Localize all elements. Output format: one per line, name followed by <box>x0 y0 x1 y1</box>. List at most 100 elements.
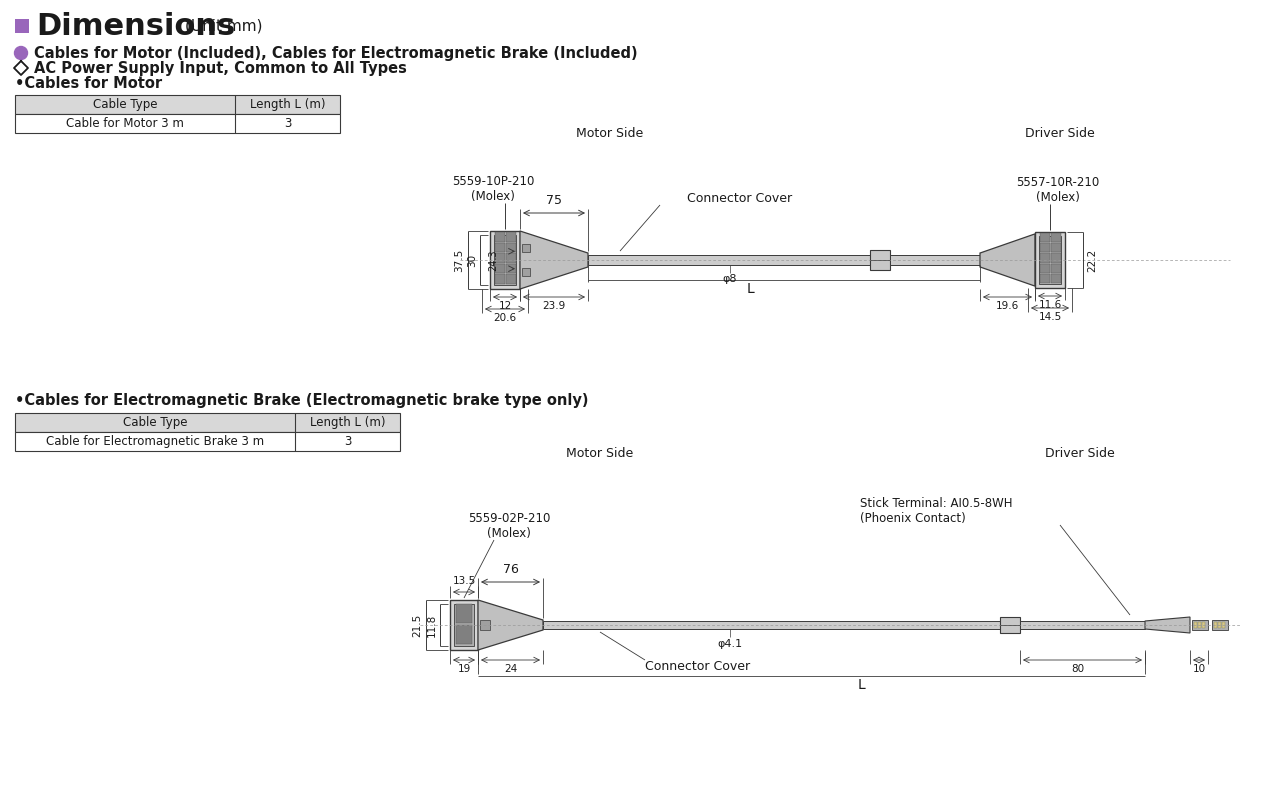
Bar <box>522 244 530 252</box>
Text: 5559-02P-210
(Molex): 5559-02P-210 (Molex) <box>467 512 550 540</box>
Bar <box>15 95 340 114</box>
Text: Cable Type: Cable Type <box>92 98 157 111</box>
Bar <box>1051 264 1061 273</box>
Text: 3: 3 <box>284 117 291 130</box>
Bar <box>1039 273 1050 283</box>
Text: φ4.1: φ4.1 <box>717 639 742 649</box>
Text: φ8: φ8 <box>723 274 737 284</box>
Bar <box>588 255 870 265</box>
Text: Connector Cover: Connector Cover <box>687 192 792 205</box>
Text: •Cables for Electromagnetic Brake (Electromagnetic brake type only): •Cables for Electromagnetic Brake (Elect… <box>15 393 589 408</box>
Text: 5557-10R-210
(Molex): 5557-10R-210 (Molex) <box>1016 176 1100 204</box>
Bar <box>1051 243 1061 252</box>
Bar <box>495 264 506 273</box>
Text: 24.3: 24.3 <box>488 250 498 271</box>
Text: Motor Side: Motor Side <box>576 127 644 140</box>
Text: 19: 19 <box>457 664 471 674</box>
Text: 76: 76 <box>503 563 518 576</box>
Text: 19.6: 19.6 <box>996 301 1019 311</box>
Bar <box>1051 254 1061 262</box>
Bar <box>506 253 516 263</box>
Text: Connector Cover: Connector Cover <box>645 660 750 673</box>
Polygon shape <box>1146 617 1190 633</box>
Text: 20.6: 20.6 <box>493 313 517 323</box>
Text: Length L (m): Length L (m) <box>250 98 325 111</box>
Circle shape <box>14 46 27 60</box>
Bar <box>870 250 890 270</box>
Text: 37.5: 37.5 <box>454 248 465 272</box>
Text: 24: 24 <box>504 664 517 674</box>
Text: 12: 12 <box>498 301 512 311</box>
Bar <box>15 413 399 432</box>
Bar <box>1222 622 1225 628</box>
Bar <box>1039 254 1050 262</box>
Text: 80: 80 <box>1071 664 1084 674</box>
Polygon shape <box>520 231 588 289</box>
Text: Cable for Motor 3 m: Cable for Motor 3 m <box>67 117 184 130</box>
Bar <box>506 232 516 242</box>
Bar <box>456 604 472 623</box>
Bar <box>451 600 477 650</box>
Bar <box>1202 622 1204 628</box>
Bar <box>1198 622 1201 628</box>
Bar <box>1219 622 1221 628</box>
Bar <box>15 114 340 133</box>
Text: L: L <box>858 678 865 692</box>
Text: Dimensions: Dimensions <box>36 11 236 41</box>
Bar <box>454 604 474 646</box>
Text: 23.9: 23.9 <box>543 301 566 311</box>
Bar <box>480 620 490 630</box>
Text: •Cables for Motor: •Cables for Motor <box>15 76 163 91</box>
Bar <box>1039 243 1050 252</box>
Text: Cables for Motor (Included), Cables for Electromagnetic Brake (Included): Cables for Motor (Included), Cables for … <box>35 45 637 60</box>
Text: 22.2: 22.2 <box>1087 248 1097 272</box>
Bar <box>506 242 516 252</box>
Bar <box>1000 617 1020 633</box>
Bar <box>1194 622 1197 628</box>
Bar <box>890 255 980 265</box>
Bar <box>490 231 520 289</box>
Text: 3: 3 <box>344 435 351 448</box>
Bar <box>495 274 506 284</box>
Bar <box>456 625 472 644</box>
Text: L: L <box>746 282 754 296</box>
Bar <box>1213 622 1217 628</box>
Text: 13.5: 13.5 <box>452 576 476 586</box>
Text: Motor Side: Motor Side <box>566 447 634 460</box>
Text: Cable Type: Cable Type <box>123 416 187 429</box>
Polygon shape <box>980 234 1036 286</box>
Text: AC Power Supply Input, Common to All Types: AC Power Supply Input, Common to All Typ… <box>35 60 407 76</box>
Text: 14.5: 14.5 <box>1038 312 1061 322</box>
Text: 5559-10P-210
(Molex): 5559-10P-210 (Molex) <box>452 175 534 203</box>
Text: 11.8: 11.8 <box>428 614 436 637</box>
Bar <box>1212 620 1228 630</box>
Bar <box>495 242 506 252</box>
Bar <box>1051 233 1061 242</box>
Bar <box>1039 236 1061 284</box>
Text: Length L (m): Length L (m) <box>310 416 385 429</box>
Bar <box>1036 232 1065 288</box>
Bar <box>1039 233 1050 242</box>
Text: 11.6: 11.6 <box>1038 300 1061 310</box>
Bar <box>495 232 506 242</box>
Text: Stick Terminal: AI0.5-8WH
(Phoenix Contact): Stick Terminal: AI0.5-8WH (Phoenix Conta… <box>860 497 1012 525</box>
Bar <box>495 253 506 263</box>
Text: 10: 10 <box>1193 664 1206 674</box>
Bar <box>1020 621 1146 629</box>
Text: Driver Side: Driver Side <box>1025 127 1094 140</box>
Polygon shape <box>477 600 543 650</box>
Bar <box>506 264 516 273</box>
Text: 30: 30 <box>467 254 477 266</box>
Bar <box>1192 620 1208 630</box>
Bar <box>15 19 29 33</box>
Text: 21.5: 21.5 <box>412 614 422 637</box>
Text: (Unit mm): (Unit mm) <box>186 18 262 33</box>
Bar <box>506 274 516 284</box>
Bar <box>494 235 516 285</box>
Text: Cable for Electromagnetic Brake 3 m: Cable for Electromagnetic Brake 3 m <box>46 435 264 448</box>
Text: 75: 75 <box>547 194 562 207</box>
Bar <box>1051 273 1061 283</box>
Text: Driver Side: Driver Side <box>1046 447 1115 460</box>
Bar <box>522 268 530 276</box>
Bar <box>15 432 399 451</box>
